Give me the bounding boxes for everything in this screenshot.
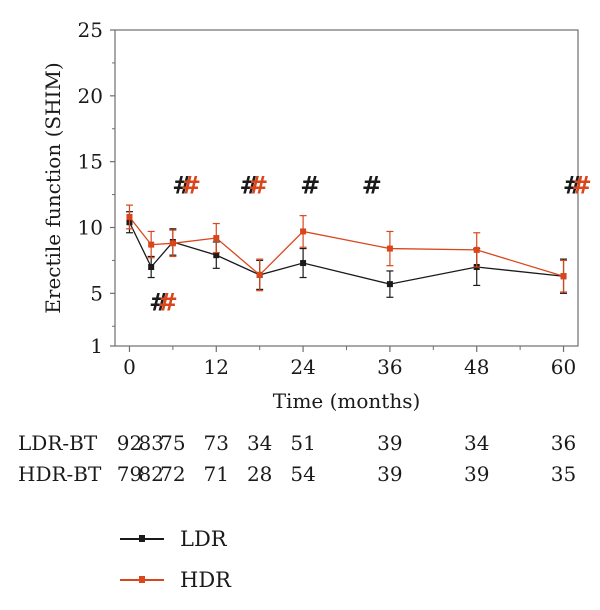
significance-marker: #	[181, 170, 201, 199]
data-point-hdr	[560, 273, 567, 280]
significance-marker: #	[572, 170, 592, 199]
risk-table-cell: 72	[160, 462, 185, 486]
significance-marker: #	[240, 170, 260, 199]
data-point-ldr	[300, 260, 307, 267]
risk-table-cell: 35	[551, 462, 576, 486]
significance-marker: #	[563, 170, 583, 199]
legend-swatch-ldr	[120, 535, 164, 542]
data-point-hdr	[169, 240, 176, 247]
x-tick-label: 24	[290, 355, 315, 379]
significance-marker: #	[158, 287, 178, 316]
data-point-ldr	[386, 281, 393, 288]
data-point-hdr	[126, 213, 133, 220]
x-axis-label: Time (months)	[273, 389, 421, 413]
data-point-hdr	[386, 245, 393, 252]
x-tick-label: 36	[377, 355, 402, 379]
data-point-hdr	[148, 241, 155, 248]
risk-table-cell: 92	[117, 431, 142, 455]
risk-row-label: LDR-BT	[18, 431, 98, 455]
risk-table-cell: 79	[117, 462, 142, 486]
data-point-hdr	[300, 228, 307, 235]
risk-table-cell: 28	[247, 462, 272, 486]
legend-label-hdr: HDR	[180, 568, 231, 592]
risk-table-cell: 36	[551, 431, 576, 455]
risk-table-cell: 39	[377, 431, 402, 455]
significance-marker: #	[362, 170, 382, 199]
y-tick-label: 15	[78, 150, 103, 174]
y-tick-label: 25	[78, 18, 103, 42]
y-axis-label: Erectile function (SHIM)	[41, 62, 65, 313]
series-line-ldr	[128, 221, 564, 285]
significance-marker: #	[149, 287, 169, 316]
risk-table-cell: 75	[160, 431, 185, 455]
significance-marker: #	[248, 170, 268, 199]
data-point-hdr	[256, 271, 263, 278]
series-line-hdr	[128, 216, 564, 277]
significance-marker: #	[172, 170, 192, 199]
legend-item-ldr: LDR	[120, 524, 320, 554]
y-tick-label: 20	[78, 84, 103, 108]
risk-table-cell: 34	[464, 431, 489, 455]
legend-swatch-hdr	[120, 576, 164, 583]
risk-table-cell: 83	[138, 431, 163, 455]
data-point-ldr	[148, 264, 155, 270]
risk-table-cell: 54	[290, 462, 315, 486]
risk-table-cell: 73	[204, 431, 229, 455]
x-tick-label: 48	[464, 355, 489, 379]
y-tick-label: 5	[90, 281, 103, 305]
risk-table-cell: 34	[247, 431, 272, 455]
x-tick-label: 12	[204, 355, 229, 379]
data-point-hdr	[213, 235, 220, 242]
risk-table-cell: 51	[290, 431, 315, 455]
data-point-hdr	[473, 246, 480, 253]
x-tick-label: 0	[123, 355, 136, 379]
risk-table-cell: 71	[204, 462, 229, 486]
data-point-ldr	[213, 252, 220, 259]
risk-table-cell: 39	[464, 462, 489, 486]
x-tick-label: 60	[551, 355, 576, 379]
legend-label-ldr: LDR	[180, 527, 227, 551]
risk-table-cell: 39	[377, 462, 402, 486]
y-tick-label: 10	[78, 216, 103, 240]
risk-row-label: HDR-BT	[18, 462, 102, 486]
legend-item-hdr: HDR	[120, 565, 320, 595]
y-tick-label: 1	[90, 334, 103, 358]
risk-table-cell: 82	[138, 462, 163, 486]
significance-marker: #	[300, 170, 320, 199]
